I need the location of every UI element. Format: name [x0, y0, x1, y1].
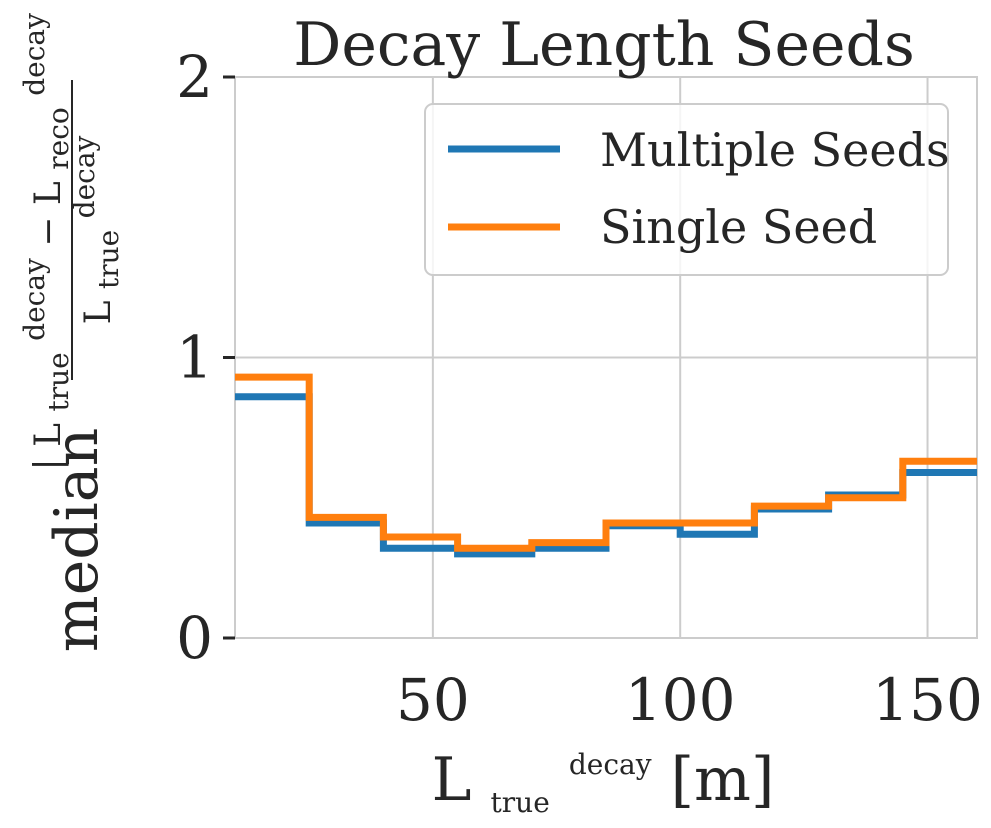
- y-axis-label-denominator: L true decay: [68, 135, 127, 324]
- y-axis-label-bar-left: |: [28, 458, 69, 470]
- x-axis-label-sub: true: [491, 786, 550, 819]
- ticks: 50 100 150 0 1 2: [176, 43, 983, 734]
- y-axis-label-num-right: L: [28, 181, 69, 205]
- y-axis-label-minus: −: [28, 217, 69, 247]
- y-axis-label: median | L true decay − L reco decay | L…: [12, 0, 127, 652]
- x-axis-label-sup: decay: [569, 748, 652, 781]
- y-axis-label-num-left-sub: true: [42, 352, 75, 411]
- y-tick-label: 1: [176, 324, 213, 392]
- series-layer: [235, 373, 977, 558]
- series-line-single-seed: [235, 373, 977, 552]
- legend: Multiple Seeds Single Seed: [424, 103, 950, 276]
- y-tick-label: 0: [176, 604, 213, 672]
- x-axis-label-base: L: [432, 745, 472, 815]
- x-tick-label: 100: [625, 666, 736, 734]
- y-axis-label-bar-right: |: [28, 0, 69, 2]
- legend-label-multiple-seeds: Multiple Seeds: [600, 123, 950, 177]
- y-axis-label-den-sub: true: [92, 230, 125, 289]
- x-tick-label: 150: [872, 666, 983, 734]
- y-axis-label-num-right-sub: reco: [42, 107, 75, 170]
- chart-title: Decay Length Seeds: [293, 10, 915, 80]
- y-axis-label-prefix: median: [42, 428, 112, 652]
- x-axis-label-unit: [m]: [671, 745, 775, 815]
- y-axis-label-numerator: | L true decay − L reco decay |: [12, 0, 77, 471]
- x-tick-label: 50: [396, 666, 470, 734]
- y-axis-label-den-sup: decay: [68, 135, 101, 218]
- y-axis-label-num-left: L: [28, 423, 69, 447]
- legend-label-single-seed: Single Seed: [600, 200, 877, 254]
- y-axis-label-num-left-sup: decay: [18, 258, 51, 341]
- x-axis-label: L true decay [m]: [432, 719, 775, 827]
- y-tick-label: 2: [176, 43, 213, 111]
- y-axis-label-den: L: [78, 300, 119, 324]
- y-axis-label-num-right-sup: decay: [18, 13, 51, 96]
